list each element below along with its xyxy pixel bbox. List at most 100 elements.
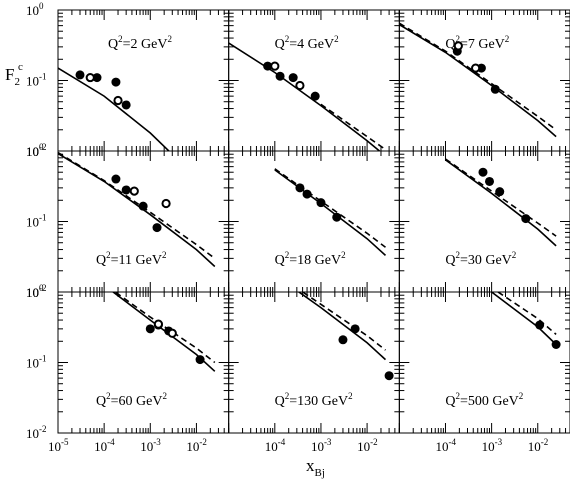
data-point-filled [521, 214, 531, 224]
panel-curves [297, 292, 394, 381]
data-point-filled [295, 183, 305, 193]
dashed-curve [113, 292, 216, 364]
panel-label: Q2=500 GeV2 [445, 391, 523, 409]
data-point-filled [310, 91, 320, 101]
panel-frame [228, 291, 400, 434]
data-point-filled [111, 77, 121, 87]
data-point-open [85, 72, 95, 83]
dashed-curve [399, 22, 557, 131]
panel-curves [58, 151, 216, 268]
panel-ticks [398, 292, 570, 434]
panel-label: Q2=2 GeV2 [108, 34, 172, 52]
solid-curve [399, 23, 557, 138]
solid-curve [297, 292, 387, 361]
data-point-filled [478, 167, 488, 177]
data-point-open [295, 80, 305, 91]
dashed-curve [320, 103, 386, 151]
panel-curves [445, 158, 557, 247]
panel-grid: Q2=2 GeV2 100 10-1 10-2 Q2=4 GeV2 Q2=7 GeV2 Q2… [26, 1, 570, 454]
panel-6: Q2=30 GeV2 [398, 150, 570, 293]
dashed-curve [496, 292, 557, 336]
dashed-curve [301, 292, 386, 351]
data-point-filled [111, 174, 121, 184]
panel-frame [57, 150, 230, 293]
panel-ticks [57, 151, 230, 293]
data-point-filled [551, 340, 561, 350]
x-tick-label: 10-2 [528, 437, 549, 454]
panel-label: Q2=18 GeV2 [275, 250, 346, 268]
panel-ticks [228, 151, 400, 293]
x-tick-label: 10-4 [435, 437, 456, 454]
dashed-curve [445, 158, 557, 237]
data-point-filled [495, 187, 505, 197]
data-point-filled [288, 73, 298, 83]
data-point-open [270, 61, 280, 71]
solid-curve [111, 292, 216, 372]
y-tick-label: 10-1 [26, 72, 47, 89]
y-tick-label: 10-2 [26, 142, 47, 159]
data-point-filled [535, 320, 545, 330]
panel-curves [58, 67, 171, 151]
panel-label: Q2=11 GeV2 [96, 250, 166, 268]
data-point-filled [195, 355, 205, 365]
panel-label: Q2=130 GeV2 [275, 391, 353, 409]
y-axis-title: F2c [5, 61, 23, 88]
y-tick-label: 10-1 [26, 354, 47, 371]
panel-frame [228, 9, 400, 152]
panel-1: Q2=2 GeV2 100 10-1 10-2 [26, 1, 230, 159]
solid-curve [445, 159, 557, 247]
data-point-filled [490, 84, 500, 94]
solid-curve [58, 152, 216, 268]
dashed-curve [274, 168, 386, 248]
panel-curves [399, 22, 557, 138]
y-tick-label: 10-2 [26, 283, 47, 300]
data-point-filled [275, 71, 285, 81]
panel-label: Q2=4 GeV2 [275, 34, 339, 52]
panel-ticks [228, 292, 400, 434]
data-point-open [453, 41, 463, 51]
x-tick-label: 10-3 [482, 437, 503, 454]
data-point-filled [485, 176, 495, 186]
data-point-filled [75, 70, 85, 80]
x-axis-title: xBj [306, 456, 325, 479]
y-tick-label: 100 [26, 283, 44, 300]
solid-curve [490, 292, 557, 346]
data-point-filled [316, 198, 326, 208]
panel-ticks [57, 10, 230, 152]
data-point-filled [350, 324, 360, 334]
data-point-open [161, 198, 171, 209]
x-tick-label: 10-5 [48, 437, 69, 454]
solid-curve [58, 67, 171, 151]
panel-ticks [228, 10, 400, 152]
y-tick-label: 10-1 [26, 213, 47, 230]
panel-4: Q2=11 GeV2 100 10-1 10-2 [26, 142, 230, 300]
panel-8: Q2=130 GeV2 10-4 10-3 10-2 [228, 291, 400, 454]
data-point-open [153, 319, 164, 329]
panel-3: Q2=7 GeV2 [398, 9, 570, 152]
panel-label: Q2=60 GeV2 [96, 391, 167, 409]
data-point-open [167, 328, 177, 338]
data-point-filled [145, 324, 155, 334]
y-tick-label: 100 [26, 1, 44, 18]
panel-5: Q2=18 GeV2 [228, 150, 400, 293]
panel-ticks [57, 292, 230, 434]
data-point-filled [302, 189, 312, 199]
data-point-filled [138, 201, 148, 211]
axis-labels: F2c xBj [5, 61, 325, 479]
solid-curve [274, 169, 387, 256]
data-point-filled [121, 100, 131, 110]
data-point-open [113, 95, 123, 106]
solid-curve [228, 42, 381, 151]
data-point-filled [152, 223, 162, 233]
data-point-open [471, 63, 481, 73]
panel-curves [228, 42, 386, 151]
x-tick-label: 10-4 [265, 437, 286, 454]
data-point-filled [263, 61, 273, 71]
panel-9: Q2=500 GeV2 10-4 10-3 10-2 [398, 291, 570, 454]
dashed-curve [58, 151, 216, 260]
panel-frame [57, 9, 230, 152]
data-point-filled [121, 185, 131, 195]
panel-frame [398, 291, 570, 434]
